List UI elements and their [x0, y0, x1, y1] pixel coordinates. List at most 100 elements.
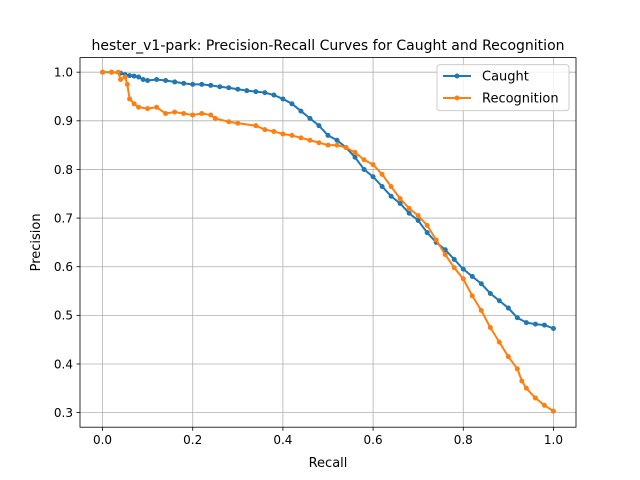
plot-frame: [79, 57, 577, 428]
recognition-point: [352, 149, 358, 155]
recognition-point: [532, 395, 538, 401]
caught-point: [532, 321, 538, 327]
x-axis-label: Recall: [309, 456, 348, 471]
caught-point: [235, 86, 241, 92]
recognition-point: [487, 325, 493, 331]
caught-point: [406, 210, 412, 216]
caught-point: [145, 77, 151, 83]
y-tick-label: 0.6: [54, 260, 73, 274]
recognition-point: [424, 222, 430, 228]
caught-point: [131, 73, 137, 79]
recognition-point: [190, 112, 196, 118]
recognition-point: [280, 131, 286, 137]
chart-title: hester_v1-park: Precision-Recall Curves …: [91, 38, 564, 54]
caught-point: [208, 82, 214, 88]
caught-point: [451, 256, 457, 262]
caught-point: [181, 80, 187, 86]
caught-point: [361, 166, 367, 172]
recognition-point: [226, 119, 232, 125]
caught-point: [370, 174, 376, 180]
legend-caught-marker: [454, 73, 460, 79]
series-layer: [100, 69, 556, 414]
recognition-point: [519, 378, 525, 384]
recognition-point: [298, 135, 304, 141]
caught-point: [379, 183, 385, 189]
y-tick-label: 0.9: [54, 114, 73, 128]
caught-point: [140, 76, 146, 82]
caught-point: [289, 101, 295, 107]
recognition-point: [181, 111, 187, 117]
recognition-point: [199, 111, 205, 117]
caught-point: [127, 73, 133, 79]
recognition-point: [478, 307, 484, 313]
recognition-point: [154, 104, 160, 110]
x-tick-label: 0.6: [364, 433, 383, 447]
caught-point: [154, 76, 160, 82]
recognition-point: [469, 293, 475, 299]
recognition-point: [307, 137, 313, 143]
caught-point: [244, 88, 250, 94]
caught-point: [388, 193, 394, 199]
recognition-point: [460, 276, 466, 282]
grid: [80, 57, 576, 428]
legend: Caught Recognition: [436, 64, 570, 112]
recognition-point: [415, 213, 421, 219]
recognition-point: [163, 111, 169, 117]
legend-caught-label: Caught: [482, 70, 529, 85]
recognition-point: [124, 81, 130, 87]
caught-point: [496, 298, 502, 304]
recognition-point: [406, 205, 412, 211]
y-tick-label: 0.3: [54, 406, 73, 420]
recognition-point: [361, 157, 367, 163]
caught-point: [199, 81, 205, 87]
recognition-point: [235, 120, 241, 126]
recognition-point: [109, 69, 115, 75]
caught-point: [190, 81, 196, 87]
caught-point: [226, 85, 232, 91]
recognition-point: [127, 96, 133, 102]
caught-point: [514, 315, 520, 321]
caught-point: [217, 84, 223, 90]
recognition-point: [172, 109, 178, 115]
recognition-point: [289, 132, 295, 138]
caught-point: [523, 320, 529, 326]
axis-ticks: 0.0 0.2 0.4 0.6 0.8 1.0 0.3 0.4 0.5 0.6 0.7 0.8 0.9 1…: [54, 65, 563, 447]
caught-point: [136, 74, 142, 80]
recognition-point: [541, 402, 547, 408]
recognition-point: [343, 145, 349, 151]
caught-point: [163, 77, 169, 83]
legend-recognition-marker: [454, 95, 460, 101]
caught-point: [541, 322, 547, 328]
caught-point: [325, 132, 331, 138]
caught-point: [487, 290, 493, 296]
y-tick-label: 1.0: [54, 65, 73, 79]
recognition-point: [325, 142, 331, 148]
caught-point: [307, 115, 313, 121]
caught-point: [478, 281, 484, 287]
x-tick-label: 1.0: [544, 433, 563, 447]
x-tick-label: 0.8: [454, 433, 473, 447]
recognition-point: [271, 129, 277, 135]
caught-point: [352, 154, 358, 160]
recognition-series: [100, 69, 556, 414]
recognition-point: [253, 123, 259, 129]
caught-point: [334, 137, 340, 143]
caught-point: [172, 79, 178, 85]
legend-recognition-label: Recognition: [482, 92, 559, 107]
y-tick-label: 0.8: [54, 163, 73, 177]
y-tick-label: 0.4: [54, 357, 73, 371]
caught-point: [550, 325, 556, 331]
y-tick-label: 0.5: [54, 309, 73, 323]
caught-point: [460, 266, 466, 272]
recognition-point: [397, 196, 403, 202]
caught-point: [253, 89, 259, 95]
recognition-point: [388, 183, 394, 189]
recognition-point: [136, 104, 142, 110]
x-tick-label: 0.4: [273, 433, 292, 447]
recognition-point: [131, 101, 137, 107]
caught-series: [100, 69, 556, 331]
caught-point: [316, 123, 322, 129]
recognition-point: [442, 252, 448, 258]
caught-point: [424, 230, 430, 236]
